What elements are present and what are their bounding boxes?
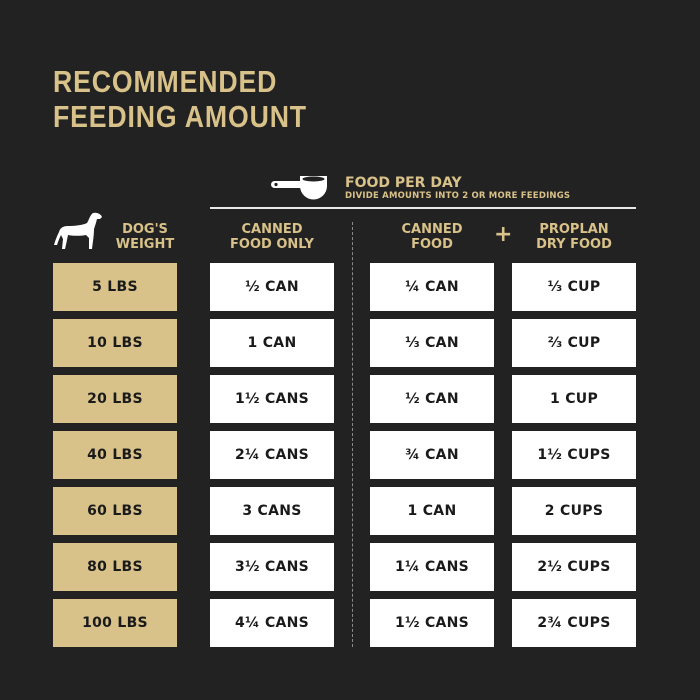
cell-dry: 2¾ CUPS bbox=[512, 599, 636, 647]
dog-icon bbox=[54, 212, 102, 249]
cell-dry: ⅓ CUP bbox=[512, 263, 636, 311]
header-line: CANNED bbox=[241, 222, 303, 237]
cell-canned: ¾ CAN bbox=[370, 431, 494, 479]
cell-weight: 5 LBS bbox=[53, 263, 177, 311]
column-header-canned-only: CANNED FOOD ONLY bbox=[210, 222, 334, 252]
header-divider bbox=[210, 207, 636, 209]
cell-canned-only: 2¼ CANS bbox=[210, 431, 334, 479]
title-line-1: RECOMMENDED bbox=[53, 64, 278, 99]
cell-canned-only: 1 CAN bbox=[210, 319, 334, 367]
cell-canned: ½ CAN bbox=[370, 375, 494, 423]
cell-dry: 2½ CUPS bbox=[512, 543, 636, 591]
cell-weight: 10 LBS bbox=[53, 319, 177, 367]
column-header-weight: DOG'S WEIGHT bbox=[90, 222, 200, 252]
cell-canned: ¼ CAN bbox=[370, 263, 494, 311]
cell-dry: 1 CUP bbox=[512, 375, 636, 423]
header-line: FOOD bbox=[411, 237, 453, 252]
header-line: PROPLAN bbox=[539, 222, 609, 237]
cell-canned: 1½ CANS bbox=[370, 599, 494, 647]
cell-weight: 20 LBS bbox=[53, 375, 177, 423]
cell-canned-only: 3 CANS bbox=[210, 487, 334, 535]
cell-weight: 100 LBS bbox=[53, 599, 177, 647]
cell-canned-only: 1½ CANS bbox=[210, 375, 334, 423]
measuring-scoop-icon bbox=[271, 176, 327, 200]
cell-canned-only: 3½ CANS bbox=[210, 543, 334, 591]
column-header-dry: PROPLAN DRY FOOD bbox=[512, 222, 636, 252]
plus-sign: + bbox=[494, 222, 513, 247]
cell-dry: ⅔ CUP bbox=[512, 319, 636, 367]
header-line: FOOD ONLY bbox=[230, 237, 314, 252]
cell-canned: 1¼ CANS bbox=[370, 543, 494, 591]
header-line: DOG'S bbox=[122, 222, 168, 237]
header-line: WEIGHT bbox=[115, 237, 175, 252]
header-line: DRY FOOD bbox=[536, 237, 612, 252]
title-line-2: FEEDING AMOUNT bbox=[53, 99, 307, 134]
cell-weight: 60 LBS bbox=[53, 487, 177, 535]
cell-canned-only: 4¼ CANS bbox=[210, 599, 334, 647]
food-per-day-heading: FOOD PER DAY bbox=[345, 175, 462, 191]
cell-canned: ⅓ CAN bbox=[370, 319, 494, 367]
column-divider bbox=[352, 222, 353, 647]
food-per-day-header: FOOD PER DAY DIVIDE AMOUNTS INTO 2 OR MO… bbox=[345, 175, 570, 202]
column-header-canned: CANNED FOOD bbox=[370, 222, 494, 252]
page-title: RECOMMENDED FEEDING AMOUNT bbox=[53, 64, 307, 134]
food-per-day-subheading: DIVIDE AMOUNTS INTO 2 OR MORE FEEDINGS bbox=[345, 191, 571, 201]
cell-weight: 80 LBS bbox=[53, 543, 177, 591]
cell-canned-only: ½ CAN bbox=[210, 263, 334, 311]
cell-dry: 2 CUPS bbox=[512, 487, 636, 535]
cell-dry: 1½ CUPS bbox=[512, 431, 636, 479]
cell-canned: 1 CAN bbox=[370, 487, 494, 535]
header-line: CANNED bbox=[401, 222, 463, 237]
cell-weight: 40 LBS bbox=[53, 431, 177, 479]
